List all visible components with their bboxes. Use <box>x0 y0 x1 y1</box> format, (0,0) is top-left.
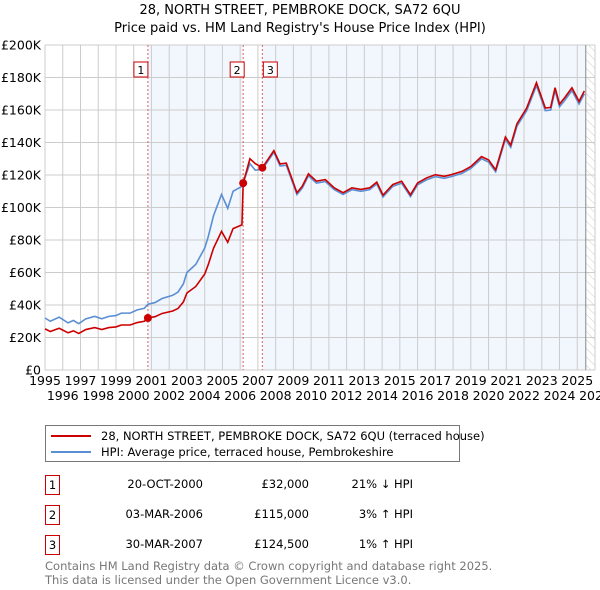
sale-hpi-diff: 3% ↑ HPI <box>358 507 413 521</box>
sale-row: 3 30-MAR-2007 £124,500 1% ↑ HPI <box>45 535 445 555</box>
sale-date: 20-OCT-2000 <box>127 477 203 491</box>
sale-hpi-diff: 21% ↓ HPI <box>351 477 413 491</box>
sale-date: 03-MAR-2006 <box>125 507 203 521</box>
y-tick-label: £140K <box>1 135 42 150</box>
price-chart: £0 £20K £40K £60K £80K £100K £120K £140K £160K £1… <box>1 38 600 404</box>
x-tick-label: 2017 <box>419 373 451 388</box>
x-tick-label: 2013 <box>348 373 380 388</box>
x-tick-label: 2019 <box>455 373 487 388</box>
x-tick-label: 2015 <box>384 373 416 388</box>
x-tick-label: 2002 <box>153 388 185 403</box>
sale-label-box <box>262 61 278 78</box>
sale-hpi-diff: 1% ↑ HPI <box>358 537 413 551</box>
x-tick-label: 2001 <box>136 373 168 388</box>
sale-marker-box: 2 <box>45 505 60 525</box>
sale-label: 1 <box>137 64 144 77</box>
y-tick-label: £60K <box>9 265 42 280</box>
x-tick-label: 2014 <box>366 388 398 403</box>
legend-label: HPI: Average price, terraced house, Pemb… <box>101 445 394 459</box>
x-tick-label: 2016 <box>402 388 434 403</box>
property-series-line <box>44 80 586 335</box>
sale-label: 2 <box>234 64 241 77</box>
x-tick-label: 1997 <box>65 373 97 388</box>
y-tick-label: £0 <box>25 363 41 378</box>
x-tick-label: 2023 <box>526 373 558 388</box>
sale-label-box <box>229 61 245 78</box>
legend-item-hpi: HPI: Average price, terraced house, Pemb… <box>46 444 394 460</box>
y-tick-label: £20K <box>9 330 42 345</box>
x-tick-label: 2009 <box>277 373 309 388</box>
y-tick-label: £100K <box>1 200 42 215</box>
x-tick-label: 2008 <box>260 388 292 403</box>
legend-swatch-blue <box>51 451 91 453</box>
footer-copyright: Contains HM Land Registry data © Crown c… <box>45 559 493 573</box>
x-tick-label: 1999 <box>100 373 132 388</box>
x-tick-label: 2021 <box>490 373 522 388</box>
sale-price: £124,500 <box>254 537 309 551</box>
y-tick-label: £200K <box>1 38 42 53</box>
x-tick-label: 2024 <box>544 388 576 403</box>
footer-licence: This data is licensed under the Open Gov… <box>45 573 412 587</box>
x-tick-label: 2018 <box>437 388 469 403</box>
x-tick-label: 2006 <box>224 388 256 403</box>
sale-row: 1 20-OCT-2000 £32,000 21% ↓ HPI <box>45 475 445 495</box>
sale-point <box>143 314 152 322</box>
x-tick-label: 2012 <box>331 388 363 403</box>
sale-marker-box: 1 <box>45 475 60 495</box>
x-tick-label: 2025 <box>561 373 593 388</box>
legend-item-property: 28, NORTH STREET, PEMBROKE DOCK, SA72 6Q… <box>46 428 485 444</box>
chart-subtitle: Price paid vs. HM Land Registry's House … <box>114 21 486 36</box>
x-tick-label: 2000 <box>118 388 150 403</box>
x-tick-label: 1996 <box>47 388 79 403</box>
x-tick-label: 2003 <box>171 373 203 388</box>
sale-date: 30-MAR-2007 <box>125 537 203 551</box>
y-tick-label: £80K <box>9 233 42 248</box>
x-tick-label: 2020 <box>473 388 505 403</box>
legend-label: 28, NORTH STREET, PEMBROKE DOCK, SA72 6Q… <box>101 429 485 443</box>
x-tick-label: 2005 <box>207 373 239 388</box>
x-tick-label: 2004 <box>189 388 221 403</box>
x-tick-label: 2010 <box>295 388 327 403</box>
sale-point <box>258 163 267 172</box>
sale-label: 3 <box>267 64 274 77</box>
x-tick-label: 2026 <box>579 388 600 403</box>
x-tick-label: 2022 <box>508 388 540 403</box>
x-tick-label: 2007 <box>242 373 274 388</box>
y-tick-label: £40K <box>9 298 42 313</box>
sale-label-box <box>133 61 149 78</box>
sale-price: £32,000 <box>261 477 309 491</box>
sale-marker-box: 3 <box>45 535 60 555</box>
legend-swatch-red <box>51 435 91 437</box>
legend: 28, NORTH STREET, PEMBROKE DOCK, SA72 6Q… <box>45 425 485 462</box>
chart-title: 28, NORTH STREET, PEMBROKE DOCK, SA72 6Q… <box>139 3 461 18</box>
y-tick-label: £160K <box>1 103 42 118</box>
x-tick-label: 1998 <box>82 388 114 403</box>
y-tick-label: £180K <box>1 70 42 85</box>
sale-point <box>239 179 248 188</box>
x-tick-label: 2011 <box>313 373 345 388</box>
y-tick-label: £120K <box>1 168 42 183</box>
sale-row: 2 03-MAR-2006 £115,000 3% ↑ HPI <box>45 505 445 525</box>
x-tick-label: 1995 <box>29 373 61 388</box>
sale-price: £115,000 <box>254 507 309 521</box>
